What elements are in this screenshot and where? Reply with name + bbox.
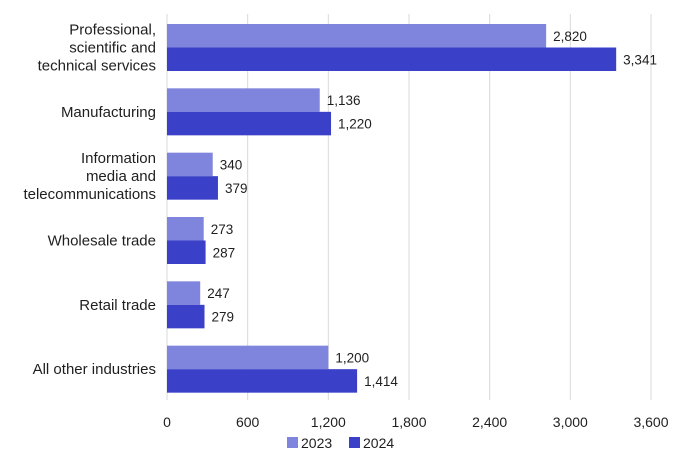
category-label-line: technical services [38, 58, 156, 75]
category-label: All other industries [33, 361, 156, 378]
bar-2023 [167, 281, 201, 305]
data-labels: 2,820 3,341 1,136 1,220 340 379 273 287 247 279 1,… [207, 29, 657, 389]
x-tick-label: 3,600 [633, 414, 668, 430]
category-label-line: Information [81, 150, 156, 167]
bar-2024 [167, 369, 358, 393]
category-label-line: media and [86, 168, 156, 185]
x-tick-label: 2,400 [472, 414, 507, 430]
data-label-2024: 1,220 [338, 117, 372, 132]
legend: 2023 2024 [287, 435, 394, 451]
data-label-2024: 1,414 [364, 374, 398, 389]
x-tick-label: 600 [236, 414, 260, 430]
category-label: Manufacturing [61, 104, 156, 121]
bar-2023 [167, 152, 213, 177]
data-label-2024: 279 [212, 310, 235, 325]
x-tick-label: 3,000 [553, 414, 588, 430]
category-labels: Professional, scientific and technical ser… [23, 22, 156, 379]
category-label-line: Professional, [69, 22, 156, 39]
bar-2024 [167, 111, 332, 136]
legend-label-2024: 2024 [363, 435, 394, 451]
x-tick-label: 1,800 [391, 414, 426, 430]
category-label-line: Retail trade [79, 297, 156, 314]
bar-2024 [167, 176, 218, 200]
legend-swatch-2024 [349, 437, 360, 448]
x-tick-label: 1,200 [311, 414, 346, 430]
data-label-2024: 3,341 [623, 52, 657, 67]
category-label-line: scientific and [69, 40, 156, 57]
data-label-2023: 273 [211, 222, 234, 237]
bar-2023 [167, 217, 204, 241]
bar-2024 [167, 304, 205, 329]
data-label-2024: 287 [213, 245, 236, 260]
bar-2024 [167, 240, 206, 264]
category-label-line: Wholesale trade [48, 233, 156, 250]
bar-2023 [167, 345, 329, 370]
category-label-line: All other industries [33, 361, 156, 378]
gridlines [166, 14, 652, 400]
category-label: Wholesale trade [48, 233, 156, 250]
data-label-2023: 340 [220, 157, 243, 172]
data-label-2023: 1,136 [327, 93, 361, 108]
x-axis-ticks: 0 600 1,200 1,800 2,400 3,000 3,600 [163, 414, 669, 430]
data-label-2024: 379 [225, 181, 248, 196]
bar-2023 [167, 88, 320, 112]
data-label-2023: 247 [207, 286, 230, 301]
legend-swatch-2023 [287, 437, 298, 448]
category-label-line: Manufacturing [61, 104, 156, 121]
category-label: Professional, scientific and technical ser… [38, 22, 156, 75]
data-label-2023: 2,820 [553, 29, 587, 44]
x-tick-label: 0 [163, 414, 171, 430]
category-label-line: telecommunications [23, 186, 156, 203]
data-label-2023: 1,200 [335, 350, 369, 365]
category-label: Information media and telecommunications [23, 150, 156, 203]
legend-label-2023: 2023 [301, 435, 332, 451]
category-label: Retail trade [79, 297, 156, 314]
bar-2024 [167, 47, 617, 71]
bar-2023 [167, 24, 547, 48]
bars [167, 24, 617, 393]
